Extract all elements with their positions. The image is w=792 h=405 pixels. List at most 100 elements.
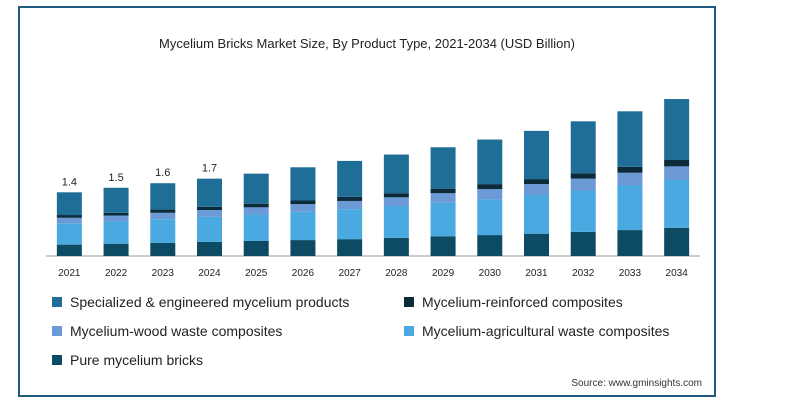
legend-swatch	[52, 355, 62, 365]
data-label: 1.5	[108, 172, 123, 184]
legend-item-agricultural-waste: Mycelium-agricultural waste composites	[404, 323, 669, 339]
bar-segment	[383, 154, 409, 194]
bar-segment	[337, 160, 363, 197]
bar-segment	[430, 147, 456, 189]
bar-segment	[664, 227, 690, 256]
legend-label: Pure mycelium bricks	[70, 352, 204, 368]
bar-segment	[243, 207, 269, 215]
legend-label: Specialized & engineered mycelium produc…	[70, 294, 350, 310]
legend-label: Mycelium-agricultural waste composites	[422, 323, 670, 339]
bar-segment	[617, 166, 643, 173]
bar-segment	[617, 111, 643, 167]
bar-segment	[56, 192, 82, 216]
x-tick-label: 2027	[339, 268, 362, 279]
bar-segment	[103, 215, 129, 222]
bar-segment	[477, 235, 503, 256]
chart-frame: Mycelium Bricks Market Size, By Product …	[18, 6, 716, 397]
bar-segment	[477, 184, 503, 190]
x-tick-label: 2033	[619, 268, 642, 279]
bar-segment	[243, 240, 269, 256]
bar-segment	[524, 179, 549, 185]
bar-segment	[477, 139, 503, 185]
x-tick-label: 2023	[152, 268, 175, 279]
bar-segment	[664, 166, 690, 181]
bar-segment	[290, 200, 316, 205]
bar-segment	[477, 189, 503, 200]
bar-chart: 1.4 2021 1.5 2022 1.6 2023 1.7 2024 2025 2026 2027…	[46, 99, 700, 279]
bar-segment	[430, 193, 456, 203]
bar-segment	[383, 237, 409, 256]
x-tick-label: 2021	[58, 268, 81, 279]
bar-segment	[290, 240, 316, 256]
bar-segment	[524, 195, 549, 234]
bar-segment	[243, 173, 269, 204]
bar-segment	[337, 196, 363, 201]
x-tick-label: 2031	[525, 268, 548, 279]
x-tick-label: 2034	[666, 268, 689, 279]
bar-segment	[197, 210, 222, 217]
bar-segment	[383, 197, 409, 206]
x-tick-label: 2026	[292, 268, 315, 279]
bar-segment	[103, 243, 129, 256]
legend-item-specialized: Specialized & engineered mycelium produc…	[52, 294, 349, 310]
bar-segment	[337, 239, 363, 256]
bar-segment	[570, 178, 596, 191]
legend-label: Mycelium-wood waste composites	[70, 323, 283, 339]
bar-segment	[570, 121, 596, 174]
bar-segment	[290, 167, 316, 201]
x-tick-label: 2024	[198, 268, 221, 279]
bar-segment	[430, 188, 456, 194]
bar-segment	[103, 221, 129, 244]
legend-swatch	[404, 297, 414, 307]
data-label: 1.7	[202, 163, 217, 175]
bar-segment	[430, 202, 456, 237]
bar-segment	[524, 130, 549, 180]
legend-item-pure: Pure mycelium bricks	[52, 352, 203, 368]
bar-segment	[337, 209, 363, 240]
bar-segment	[56, 217, 82, 224]
bar-segment	[103, 212, 129, 216]
bar-segment	[150, 242, 176, 256]
bar-segment	[243, 203, 269, 208]
legend-swatch	[404, 326, 414, 336]
bar-segment	[197, 216, 222, 242]
legend-swatch	[52, 297, 62, 307]
bar-segment	[337, 200, 363, 210]
bar-segment	[197, 178, 222, 207]
bar-segment	[617, 185, 643, 231]
source-note: Source: www.gminsights.com	[571, 378, 702, 389]
bar-segment	[570, 190, 596, 232]
bar-segment	[150, 209, 176, 213]
bar-segment	[383, 193, 409, 198]
legend-item-reinforced: Mycelium-reinforced composites	[404, 294, 623, 310]
bar-segment	[617, 172, 643, 186]
bar-segment	[56, 244, 82, 256]
chart-title: Mycelium Bricks Market Size, By Product …	[159, 36, 575, 51]
bar-segment	[150, 212, 176, 220]
x-tick-label: 2032	[572, 268, 595, 279]
bar-segment	[524, 233, 549, 256]
x-tick-label: 2025	[245, 268, 268, 279]
x-tick-label: 2022	[105, 268, 128, 279]
bar-segment	[243, 214, 269, 241]
x-tick-label: 2030	[479, 268, 502, 279]
data-label: 1.4	[62, 176, 77, 188]
bar-segment	[664, 180, 690, 228]
bar-segment	[290, 211, 316, 241]
legend-label: Mycelium-reinforced composites	[422, 294, 623, 310]
bar-segment	[383, 205, 409, 238]
bar-segment	[290, 204, 316, 212]
bar-segment	[570, 173, 596, 179]
x-tick-label: 2028	[385, 268, 408, 279]
bar-segment	[197, 206, 222, 211]
bar-segment	[103, 187, 129, 213]
data-label: 1.6	[155, 167, 170, 179]
legend-swatch	[52, 326, 62, 336]
bar-segment	[617, 230, 643, 256]
bar-segment	[150, 219, 176, 243]
bar-segment	[56, 215, 82, 218]
bar-segment	[477, 199, 503, 236]
x-tick-label: 2029	[432, 268, 455, 279]
bar-segment	[56, 223, 82, 245]
bar-segment	[664, 99, 690, 160]
